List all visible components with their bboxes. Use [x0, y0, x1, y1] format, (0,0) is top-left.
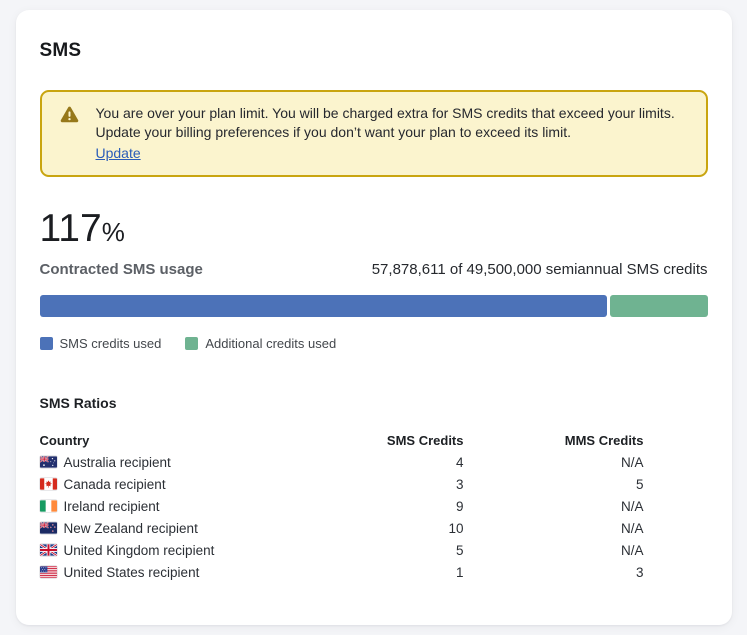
- sms-credits-value: 3: [455, 476, 464, 492]
- bar-legend: SMS credits used Additional credits used: [39, 336, 708, 351]
- table-row: Australia recipient 4 N/A: [39, 451, 644, 473]
- column-header-sms-credits: SMS Credits: [386, 432, 464, 448]
- table-row: United States recipient 1 3: [39, 561, 644, 583]
- mms-credits-value: N/A: [620, 454, 644, 470]
- page-title: SMS: [39, 40, 82, 61]
- column-header-mms-credits: MMS Credits: [564, 432, 644, 448]
- additional-swatch-icon: [185, 337, 199, 350]
- flag-new-zealand-icon: [39, 522, 57, 534]
- mms-credits-value: N/A: [620, 520, 644, 536]
- country-name: United Kingdom recipient: [63, 542, 215, 558]
- sms-usage-card: SMS You are over your plan limit. You wi…: [15, 10, 732, 625]
- warning-triangle-icon: [60, 106, 79, 128]
- sms-credits-value: 9: [455, 498, 464, 514]
- usage-progress-bar: [39, 295, 708, 317]
- flag-canada-icon: [39, 478, 57, 490]
- legend-item-additional: Additional credits used: [185, 336, 336, 351]
- sms-ratios-heading: SMS Ratios: [39, 395, 117, 411]
- table-row: Ireland recipient 9 N/A: [39, 495, 644, 517]
- table-row: New Zealand recipient 10 N/A: [39, 517, 644, 539]
- flag-australia-icon: [39, 456, 57, 468]
- country-name: Australia recipient: [63, 454, 171, 470]
- flag-united-kingdom-icon: [39, 544, 57, 556]
- sms-credits-value: 10: [448, 520, 464, 536]
- flag-ireland-icon: [39, 500, 57, 512]
- usage-percent: 117%: [40, 209, 708, 249]
- country-name: New Zealand recipient: [63, 520, 198, 536]
- bar-additional-segment: [610, 295, 708, 317]
- sms-credits-value: 4: [455, 454, 464, 470]
- mms-credits-value: 5: [635, 476, 644, 492]
- legend-label: SMS credits used: [59, 336, 162, 351]
- percent-symbol: %: [101, 217, 125, 247]
- mms-credits-value: N/A: [620, 498, 644, 514]
- used-swatch-icon: [39, 337, 53, 350]
- bar-used-segment: [39, 295, 608, 317]
- sms-credits-value: 1: [455, 564, 464, 580]
- sms-ratios-table: Country SMS Credits MMS Credits: [39, 429, 708, 583]
- over-limit-warning-banner: You are over your plan limit. You will b…: [39, 90, 708, 177]
- sms-credits-value: 5: [455, 542, 464, 558]
- usage-detail: 57,878,611 of 49,500,000 semiannual SMS …: [371, 261, 708, 278]
- table-header-row: Country SMS Credits MMS Credits: [40, 429, 644, 451]
- table-row: United Kingdom recipient 5 N/A: [39, 539, 644, 561]
- flag-united-states-icon: [39, 566, 57, 578]
- country-name: United States recipient: [63, 564, 200, 580]
- warning-message: You are over your plan limit. You will b…: [95, 105, 675, 140]
- column-header-country: Country: [39, 432, 90, 448]
- country-name: Ireland recipient: [63, 498, 160, 514]
- usage-percent-value: 117: [39, 207, 102, 250]
- country-name: Canada recipient: [63, 476, 166, 492]
- table-row: Canada recipient 3 5: [39, 473, 644, 495]
- legend-label: Additional credits used: [205, 336, 337, 351]
- update-link[interactable]: Update: [95, 145, 141, 161]
- mms-credits-value: N/A: [620, 542, 644, 558]
- legend-item-used: SMS credits used: [39, 336, 162, 351]
- usage-label: Contracted SMS usage: [39, 261, 203, 278]
- mms-credits-value: 3: [635, 564, 644, 580]
